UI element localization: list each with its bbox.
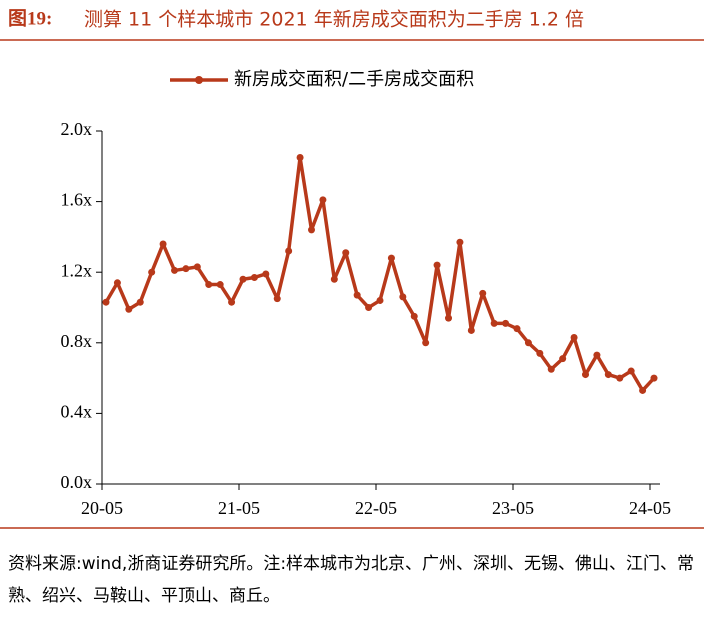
point	[205, 281, 213, 289]
point	[216, 281, 224, 289]
point	[365, 304, 373, 311]
point	[639, 386, 647, 394]
point	[102, 298, 110, 306]
point	[285, 247, 293, 255]
point	[113, 279, 121, 287]
figure-label: 图19:	[8, 7, 52, 29]
point	[353, 291, 361, 299]
point	[479, 289, 487, 297]
x-tick-label: 23-05	[492, 498, 534, 518]
y-tick-label: 1.2x	[61, 260, 93, 280]
point	[513, 325, 521, 333]
point	[604, 371, 612, 379]
point	[342, 249, 350, 257]
point	[228, 298, 236, 306]
point	[422, 339, 430, 347]
point	[319, 196, 327, 204]
point	[616, 374, 624, 382]
legend-marker	[195, 76, 203, 84]
point	[193, 263, 201, 271]
point	[399, 293, 407, 301]
point	[536, 349, 544, 357]
point	[330, 275, 338, 283]
point	[593, 351, 601, 359]
point	[570, 334, 578, 342]
point	[239, 275, 247, 283]
point	[547, 365, 555, 373]
point	[467, 326, 475, 334]
point	[148, 268, 156, 276]
point	[376, 296, 384, 304]
y-tick-label: 2.0x	[61, 119, 93, 139]
point	[559, 355, 567, 363]
point	[159, 240, 167, 248]
point	[524, 339, 532, 347]
point	[171, 266, 178, 274]
chart-title: 测算 11 个样本城市 2021 年新房成交面积为二手房 1.2 倍	[84, 9, 584, 31]
source-note: 资料来源:wind,浙商证券研究所。注:样本城市为北京、广州、深圳、无锡、佛山、…	[8, 554, 695, 606]
point	[627, 367, 635, 375]
point	[650, 374, 658, 382]
x-tick-label: 21-05	[218, 498, 260, 518]
point	[490, 319, 498, 327]
point	[262, 270, 270, 278]
point	[182, 265, 190, 273]
point	[296, 153, 304, 161]
y-tick-label: 0.0x	[61, 472, 93, 492]
point	[136, 298, 144, 306]
point	[582, 371, 589, 379]
point	[273, 295, 281, 303]
y-tick-label: 0.4x	[61, 402, 93, 422]
y-tick-label: 0.8x	[61, 331, 93, 351]
point	[387, 254, 395, 262]
x-tick-label: 20-05	[81, 498, 123, 518]
point	[456, 238, 464, 246]
point	[250, 273, 258, 281]
series-line	[104, 155, 656, 393]
chart: 图19: 测算 11 个样本城市 2021 年新房成交面积为二手房 1.2 倍 …	[0, 7, 704, 529]
point	[445, 314, 452, 322]
y-tick-label: 1.6x	[61, 190, 93, 210]
x-tick-label: 22-05	[355, 498, 397, 518]
point	[502, 319, 510, 327]
point	[433, 261, 441, 269]
x-tick-label: 24-05	[629, 498, 671, 518]
point	[308, 226, 315, 234]
point	[410, 312, 418, 320]
legend-label: 新房成交面积/二手房成交面积	[234, 69, 474, 90]
point	[125, 305, 133, 313]
